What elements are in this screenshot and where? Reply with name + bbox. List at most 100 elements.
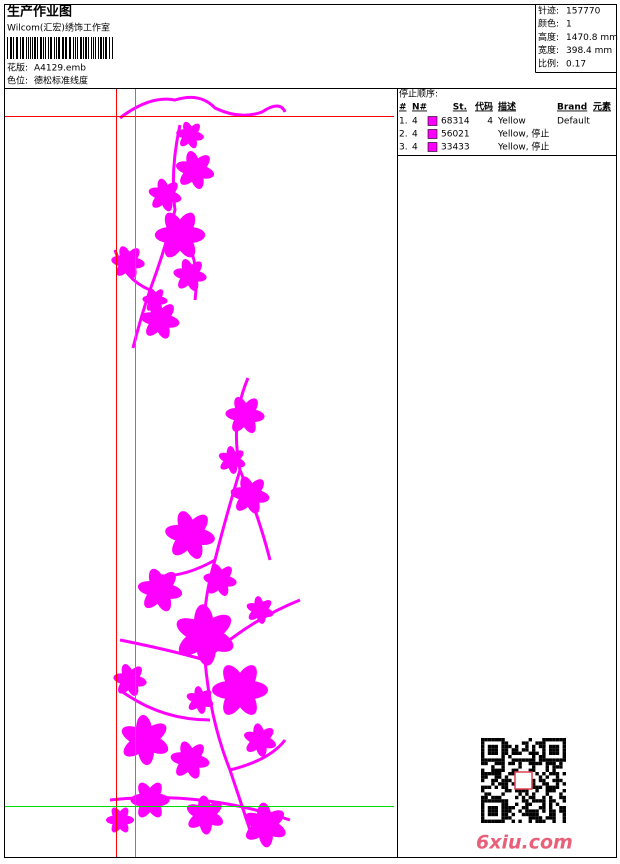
flower-center bbox=[213, 573, 227, 587]
qr-module bbox=[552, 744, 556, 749]
qr-module bbox=[501, 768, 505, 772]
qr-module bbox=[494, 775, 498, 779]
qr-module bbox=[484, 785, 488, 789]
qr-module bbox=[498, 782, 502, 786]
qr-module bbox=[532, 785, 536, 789]
qr-module bbox=[515, 744, 519, 749]
qr-module bbox=[481, 819, 485, 823]
qr-module bbox=[487, 772, 492, 776]
qr-module bbox=[501, 799, 505, 803]
qr-module bbox=[542, 819, 546, 823]
qr-module bbox=[535, 772, 539, 776]
qr-module bbox=[532, 751, 536, 755]
qr-module bbox=[555, 744, 560, 749]
qr-module bbox=[555, 748, 560, 752]
qr-module bbox=[532, 744, 536, 749]
flower-center bbox=[135, 730, 155, 750]
qr-module bbox=[494, 795, 498, 800]
qr-module bbox=[481, 758, 485, 762]
qr-module bbox=[487, 738, 492, 742]
qr-module bbox=[521, 741, 526, 745]
qr-module bbox=[481, 802, 485, 806]
stat-value: 157770 bbox=[566, 7, 601, 17]
qr-module bbox=[487, 806, 492, 810]
qr-module bbox=[535, 812, 539, 817]
qr-module bbox=[532, 782, 536, 786]
qr-module bbox=[552, 785, 556, 789]
qr-module bbox=[542, 751, 546, 755]
qr-module bbox=[518, 761, 522, 766]
table-cell: Yellow bbox=[497, 117, 526, 127]
flower-center bbox=[183, 268, 197, 282]
qr-module bbox=[491, 748, 495, 752]
qr-module bbox=[538, 785, 543, 789]
qr-module bbox=[562, 782, 566, 786]
palette: 德松标准线度 bbox=[34, 75, 88, 87]
qr-module bbox=[504, 782, 509, 786]
qr-module bbox=[549, 748, 553, 752]
bar-stripe bbox=[91, 37, 92, 59]
qr-module bbox=[532, 799, 536, 803]
qr-module bbox=[504, 744, 509, 749]
table-cell: 4 bbox=[412, 117, 418, 127]
bar-stripe bbox=[40, 37, 42, 59]
qr-module bbox=[494, 809, 498, 813]
qr-module bbox=[481, 772, 485, 776]
qr-module bbox=[532, 765, 536, 769]
qr-module bbox=[487, 744, 492, 749]
qr-module bbox=[535, 816, 539, 820]
bar-stripe bbox=[58, 37, 60, 59]
qr-module bbox=[545, 761, 549, 766]
qr-module bbox=[525, 809, 529, 813]
qr-module bbox=[542, 795, 546, 800]
qr-module bbox=[501, 748, 505, 752]
qr-module bbox=[494, 785, 498, 789]
qr-module bbox=[511, 782, 515, 786]
qr-module bbox=[549, 738, 553, 742]
qr-module bbox=[484, 772, 488, 776]
qr-module bbox=[484, 799, 488, 803]
qr-module bbox=[487, 748, 492, 752]
qr-module bbox=[545, 816, 549, 820]
table-cell: 4 bbox=[412, 130, 418, 140]
flower-center bbox=[182, 752, 198, 768]
qr-module bbox=[501, 744, 505, 749]
qr-module bbox=[559, 795, 563, 800]
qr-module bbox=[508, 772, 512, 776]
qr-module bbox=[494, 761, 498, 766]
bar-stripe bbox=[93, 37, 94, 59]
qr-module bbox=[552, 765, 556, 769]
qr-module bbox=[532, 816, 536, 820]
qr-module bbox=[562, 738, 566, 742]
qr-module bbox=[504, 806, 509, 810]
bar-stripe bbox=[22, 37, 24, 59]
qr-module bbox=[549, 806, 553, 810]
qr-module bbox=[504, 748, 509, 752]
watermark: 6xiu.com bbox=[476, 832, 573, 854]
qr-module bbox=[555, 765, 560, 769]
qr-module bbox=[552, 751, 556, 755]
qr-module bbox=[525, 789, 529, 793]
bar-stripe bbox=[95, 37, 96, 59]
qr-module bbox=[498, 772, 502, 776]
qr-module bbox=[501, 809, 505, 813]
qr-module bbox=[518, 809, 522, 813]
qr-module bbox=[538, 758, 543, 762]
qr-logo bbox=[514, 771, 533, 790]
qr-module bbox=[525, 792, 529, 796]
qr-module bbox=[549, 812, 553, 817]
qr-module bbox=[552, 819, 556, 823]
stem bbox=[119, 638, 206, 662]
bar-stripe bbox=[32, 37, 33, 59]
qr-module bbox=[535, 751, 539, 755]
qr-module bbox=[487, 758, 492, 762]
qr-module bbox=[562, 748, 566, 752]
flower-center bbox=[152, 312, 168, 328]
qr-module bbox=[498, 738, 502, 742]
stat-value: 1470.8 mm bbox=[566, 33, 618, 43]
qr-module bbox=[494, 751, 498, 755]
barcode bbox=[7, 37, 113, 59]
qr-module bbox=[504, 751, 509, 755]
qr-module bbox=[532, 812, 536, 817]
qr-module bbox=[498, 761, 502, 766]
